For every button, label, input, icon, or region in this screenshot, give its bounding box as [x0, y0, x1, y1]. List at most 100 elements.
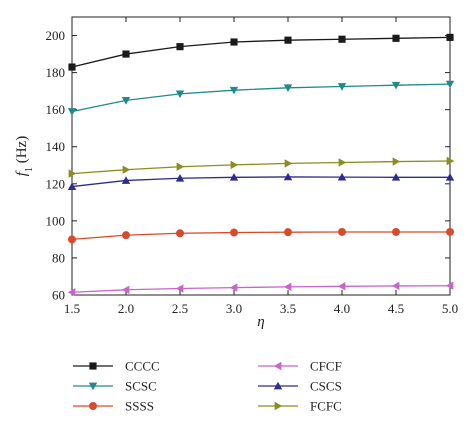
data-point-cccc	[230, 38, 238, 46]
data-point-ssss	[122, 231, 130, 240]
data-point-cccc	[284, 36, 292, 44]
legend-item-ssss: SSSS	[73, 399, 154, 414]
data-point-fcfc	[392, 157, 401, 166]
data-point-cfcf	[175, 284, 184, 293]
data-point-scsc	[67, 108, 77, 116]
data-point-cccc	[68, 63, 76, 71]
data-point-cscs	[67, 182, 77, 190]
legend-item-scsc: SCSC	[73, 379, 157, 394]
series-line-ssss	[71, 231, 450, 241]
legend-item-cfcf: CFCF	[258, 359, 342, 374]
data-point-scsc	[175, 90, 185, 99]
data-point-fcfc	[338, 158, 347, 167]
data-point-fcfc	[446, 156, 455, 166]
data-point-scsc	[337, 83, 347, 91]
legend: CCCC SCSC SSSS CFCF CSCS FCFC	[73, 359, 342, 414]
series-cfcf	[67, 281, 454, 297]
series-cccc	[68, 33, 454, 71]
legend-label: CFCF	[310, 359, 342, 374]
x-tick-label: 2.0	[118, 301, 134, 316]
data-point-cscs	[283, 172, 293, 181]
data-point-cfcf	[229, 283, 238, 292]
data-point-ssss	[284, 228, 292, 237]
y-tick-label: 140	[46, 139, 66, 154]
y-axis-label-main: f	[14, 170, 30, 176]
x-tick-label: 3.0	[226, 301, 242, 316]
data-point-cccc	[122, 50, 130, 58]
data-point-cccc	[176, 43, 184, 51]
data-point-ssss	[446, 227, 454, 236]
data-point-ssss	[176, 229, 184, 238]
data-point-fcfc	[284, 159, 293, 168]
legend-item-cccc: CCCC	[73, 359, 160, 374]
data-point-scsc	[445, 80, 455, 89]
data-point-cscs	[445, 173, 455, 181]
y-tick-label: 200	[46, 28, 66, 43]
legend-label: CCCC	[125, 359, 160, 374]
series-ssss	[68, 227, 454, 244]
legend-label: SSSS	[125, 399, 154, 414]
y-axis-label: f1 (Hz)	[14, 136, 35, 176]
legend-marker	[89, 362, 97, 370]
x-tick-label: 3.5	[280, 301, 296, 316]
data-point-cscs	[121, 176, 131, 184]
plot-axes: 1.5 2.0 2.5 3.0 3.5 4.0 4.5 5.0 60 80 100 120 140 160…	[46, 16, 458, 316]
y-tick-label: 100	[46, 213, 66, 228]
data-point-cscs	[337, 172, 347, 181]
plot-frame	[71, 16, 451, 296]
data-point-cscs	[391, 173, 401, 181]
legend-marker	[274, 401, 283, 411]
legend-item-cscs: CSCS	[258, 379, 342, 394]
data-point-fcfc	[176, 162, 185, 171]
y-axis-label-subscript: 1	[24, 167, 35, 172]
data-point-ssss	[392, 227, 400, 236]
x-tick-label: 4.5	[388, 301, 404, 316]
series-line-cfcf	[71, 285, 451, 293]
data-point-cfcf	[391, 281, 400, 291]
data-point-fcfc	[122, 165, 131, 174]
legend-item-fcfc: FCFC	[258, 399, 342, 414]
data-point-scsc	[391, 81, 401, 90]
series-line-cccc	[71, 36, 451, 68]
legend-label: CSCS	[310, 379, 342, 394]
data-point-scsc	[229, 86, 239, 95]
data-point-cccc	[446, 33, 454, 41]
data-point-cfcf	[283, 282, 292, 292]
series-cscs	[67, 172, 455, 190]
data-point-ssss	[338, 227, 346, 236]
data-point-fcfc	[230, 160, 239, 170]
x-tick-label: 1.5	[64, 301, 80, 316]
legend-label: FCFC	[310, 399, 342, 414]
series-line-fcfc	[71, 160, 451, 175]
data-point-scsc	[121, 97, 131, 105]
y-tick-label: 160	[46, 102, 66, 117]
x-tick-label: 2.5	[172, 301, 188, 316]
data-point-cfcf	[445, 281, 454, 290]
data-point-cccc	[392, 34, 400, 42]
data-point-cfcf	[67, 288, 76, 297]
y-tick-label: 60	[52, 288, 65, 303]
legend-label: SCSC	[125, 379, 157, 394]
x-axis-label: η	[257, 314, 264, 330]
y-tick-label: 180	[46, 65, 66, 80]
y-tick-label: 120	[46, 176, 66, 191]
data-point-ssss	[68, 235, 76, 244]
data-point-cccc	[338, 35, 346, 43]
y-tick-label: 80	[52, 250, 65, 265]
data-point-scsc	[283, 84, 293, 92]
legend-marker	[88, 382, 98, 391]
data-point-ssss	[230, 228, 238, 237]
series-layer	[67, 33, 455, 297]
series-fcfc	[68, 156, 455, 178]
data-point-cscs	[229, 173, 239, 181]
y-axis-label-unit: (Hz)	[14, 136, 30, 167]
data-point-cscs	[175, 174, 185, 182]
data-point-fcfc	[68, 169, 77, 178]
legend-marker	[89, 402, 97, 410]
x-tick-label: 4.0	[334, 301, 350, 316]
series-line-cscs	[71, 176, 450, 188]
data-point-cfcf	[337, 282, 346, 291]
series-line-scsc	[71, 83, 451, 113]
x-tick-label: 5.0	[442, 301, 458, 316]
